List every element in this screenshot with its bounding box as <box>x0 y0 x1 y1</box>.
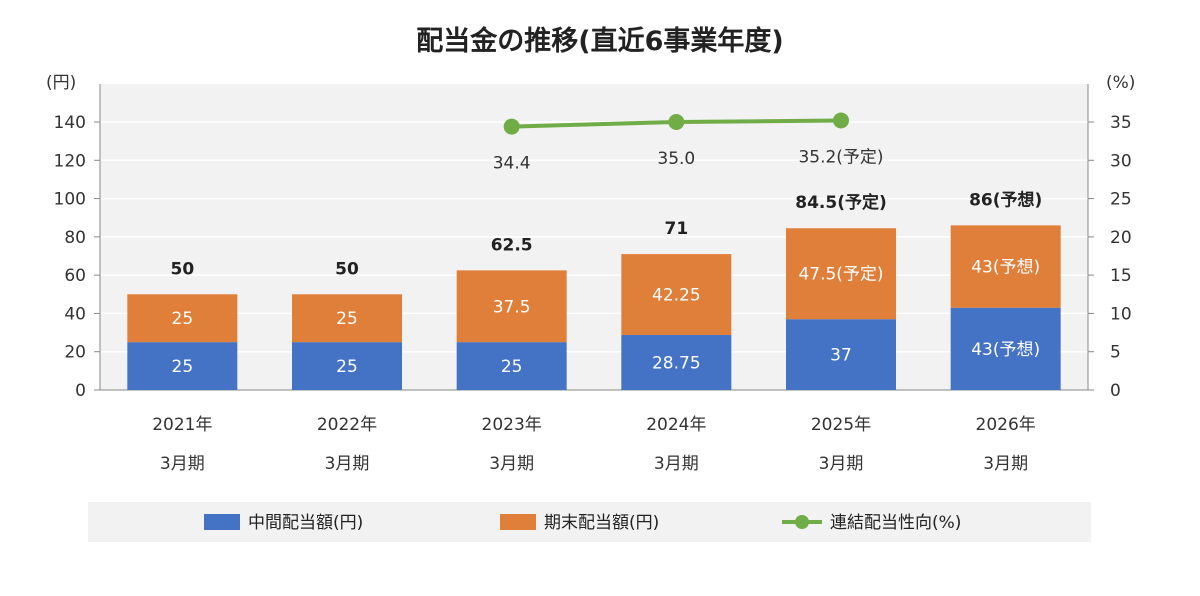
bar-yearend-label: 37.5 <box>493 297 531 317</box>
legend-label-ratio: 連結配当性向(%) <box>830 513 961 533</box>
grid-lines <box>100 121 1088 353</box>
bar-interim <box>292 342 402 390</box>
x-tick-label-year: 2026年 <box>976 415 1036 435</box>
y-right-tick-label: 20 <box>1110 228 1132 248</box>
bar-yearend <box>786 228 896 320</box>
y-left-tick-label: 0 <box>75 381 86 401</box>
bar-total-label: 71 <box>664 219 688 239</box>
y-right-tick-label: 10 <box>1110 304 1132 324</box>
bar-interim-label: 25 <box>336 357 358 377</box>
x-tick-label-period: 3月期 <box>983 454 1028 474</box>
chart-title: 配当金の推移(直近6事業年度) <box>416 25 783 57</box>
bar-yearend-label: 43(予想) <box>971 258 1040 278</box>
y-left-tick-label: 120 <box>54 151 86 171</box>
y-left-tick-label: 60 <box>64 266 86 286</box>
bar-yearend <box>621 254 732 335</box>
ratio-point-label: 35.0 <box>657 149 695 169</box>
bar-interim-label: 25 <box>172 357 194 377</box>
bar-total-label: 50 <box>335 259 359 279</box>
y-right-tick-label: 35 <box>1110 113 1132 133</box>
bar-interim <box>786 319 896 390</box>
bar-interim-label: 37 <box>830 346 852 366</box>
x-tick-label-year: 2022年 <box>317 415 377 435</box>
legend-swatch-interim <box>204 514 240 530</box>
y-right-tick-label: 5 <box>1110 343 1121 363</box>
bar-yearend <box>950 225 1061 308</box>
axes: 0 20 40 60 80 100 120 140 0 5 10 15 20 25 30 35 2021年 3月期… <box>54 84 1132 474</box>
bar-yearend-label: 47.5(予定) <box>798 265 883 285</box>
x-tick-label-year: 2021年 <box>152 415 212 435</box>
y-right-tick-label: 30 <box>1110 151 1132 171</box>
x-tick-label-year: 2023年 <box>482 415 542 435</box>
x-tick-label-period: 3月期 <box>654 454 699 474</box>
y-left-tick-label: 40 <box>64 304 86 324</box>
ratio-point-label: 35.2(予定) <box>798 147 883 167</box>
ratio-point <box>668 114 685 130</box>
y-right-tick-label: 25 <box>1110 190 1132 210</box>
legend-swatch-ratio-marker <box>795 515 809 529</box>
legend-label-interim: 中間配当額(円) <box>248 513 363 533</box>
y-left-tick-label: 20 <box>64 343 86 363</box>
bar-yearend-label: 42.25 <box>652 286 701 306</box>
legend-swatch-yearend <box>500 514 536 530</box>
y-left-tick-label: 100 <box>54 190 86 210</box>
bar-interim <box>127 342 238 390</box>
bar-yearend-label: 25 <box>172 309 194 329</box>
ratio-point-label: 34.4 <box>493 154 531 174</box>
bars <box>127 225 1061 390</box>
payout-ratio-line <box>503 112 849 135</box>
bar-interim-label: 25 <box>501 357 523 377</box>
bar-interim-label: 28.75 <box>652 353 701 373</box>
bar-yearend <box>292 294 402 343</box>
x-tick-label-period: 3月期 <box>489 454 534 474</box>
legend: 中間配当額(円) 期末配当額(円) 連結配当性向(%) <box>88 502 1091 542</box>
bar-interim <box>950 307 1061 390</box>
x-tick-label-period: 3月期 <box>160 454 205 474</box>
bar-yearend <box>127 294 238 343</box>
data-labels: 25 25 50 25 25 50 25 37.5 62.5 28.75 42.25 71 37 47.5… <box>170 147 1042 377</box>
y-left-tick-label: 140 <box>54 113 86 133</box>
bar-interim <box>621 334 732 390</box>
y-right-tick-label: 0 <box>1110 381 1121 401</box>
bar-total-label: 50 <box>170 259 194 279</box>
bar-yearend <box>456 270 567 343</box>
x-tick-label-year: 2025年 <box>811 415 871 435</box>
x-tick-label-year: 2024年 <box>646 415 706 435</box>
y-left-unit: (円) <box>46 73 76 93</box>
legend-label-yearend: 期末配当額(円) <box>544 513 659 533</box>
bar-yearend-label: 25 <box>336 309 358 329</box>
bar-interim <box>456 342 567 390</box>
bar-total-label: 86(予想) <box>969 189 1042 210</box>
y-left-tick-label: 80 <box>64 228 86 248</box>
ratio-point <box>503 118 520 135</box>
x-tick-label-period: 3月期 <box>819 454 864 474</box>
ratio-point <box>833 112 849 129</box>
bar-interim-label: 43(予想) <box>971 340 1040 360</box>
bar-total-label: 84.5(予定) <box>795 192 886 213</box>
bar-total-label: 62.5 <box>491 235 533 255</box>
y-right-tick-label: 15 <box>1110 266 1132 286</box>
x-tick-label-period: 3月期 <box>325 454 370 474</box>
legend-background <box>88 502 1091 542</box>
y-right-unit: (%) <box>1106 73 1135 93</box>
